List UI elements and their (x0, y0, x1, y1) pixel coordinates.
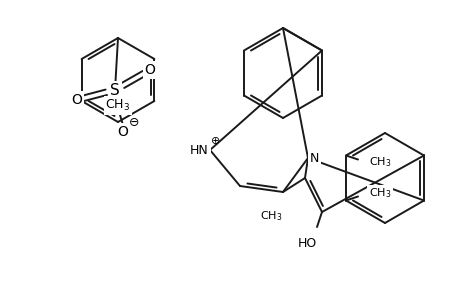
Text: S: S (110, 82, 120, 98)
Text: CH$_3$: CH$_3$ (105, 98, 130, 113)
Text: N: N (309, 152, 319, 164)
Text: ⊕: ⊕ (211, 136, 220, 146)
Text: O: O (144, 63, 155, 77)
Text: O: O (118, 125, 128, 139)
Text: ⊖: ⊖ (129, 116, 139, 128)
Text: CH$_3$: CH$_3$ (368, 156, 391, 170)
Text: HO: HO (297, 237, 316, 250)
Text: HN: HN (190, 143, 208, 157)
Text: CH$_3$: CH$_3$ (368, 187, 391, 200)
Text: O: O (72, 93, 82, 107)
Text: CH$_3$: CH$_3$ (259, 209, 282, 223)
